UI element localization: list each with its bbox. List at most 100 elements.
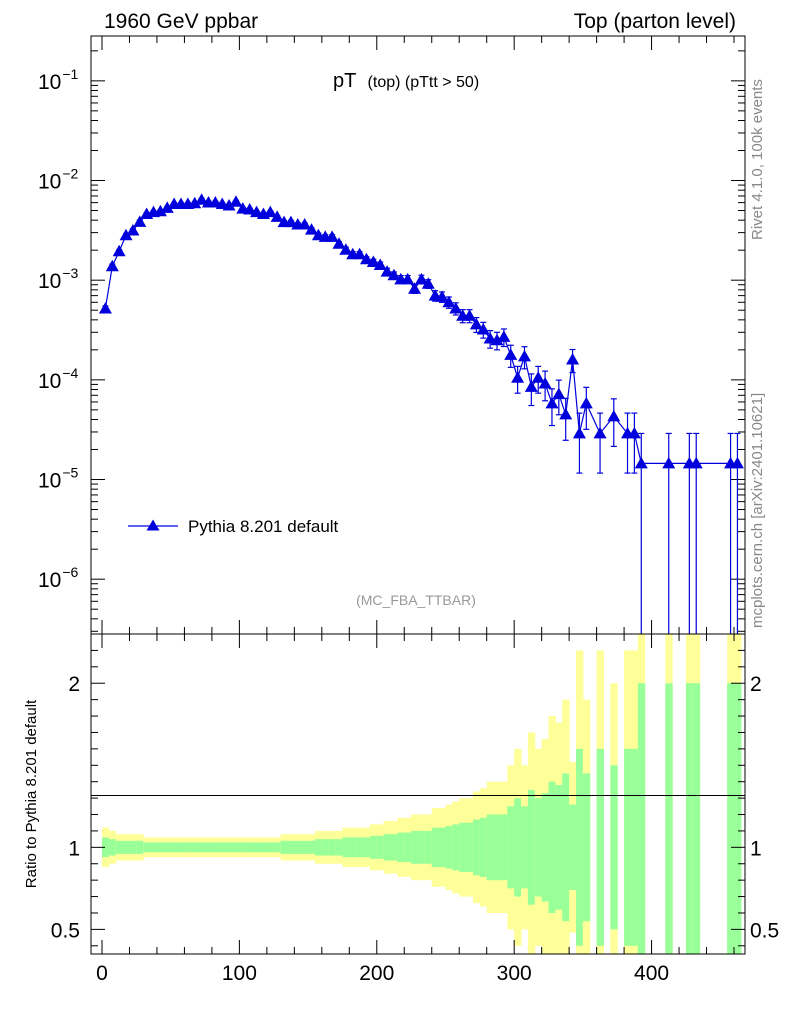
ratio-band-inner [150,842,158,853]
main-axis-ticks: 10−6 10−5 10−4 10−3 10−2 10−1 [38,50,745,632]
data-point [497,330,511,342]
ratio-band-inner [411,830,419,864]
data-point [435,290,449,302]
ratio-band-inner [205,842,213,853]
header-right-text: Top (parton level) [574,10,736,33]
data-point [229,195,243,207]
ratio-band-inner [184,842,192,853]
ratio-band-inner [630,748,639,946]
data-point [730,456,744,469]
data-point [401,272,415,285]
data-point [222,198,236,211]
ratio-band-inner [321,839,330,856]
data-point [332,237,346,249]
ratio-band-inner [294,840,302,854]
legend: Pythia 8.201 default [128,517,339,536]
ratio-band-inner [156,842,165,853]
ratio-band-inner [218,842,227,853]
ratio-band-inner [493,814,501,881]
ratio-panel: 0.5 0.5 1 1 2 2 Ratio to Pythia 8.201 default [23,633,779,955]
data-point [305,223,319,235]
data-point [504,348,518,360]
ratio-band-inner [479,817,488,877]
data-point [414,272,428,285]
ratio-band-inner [521,806,529,889]
x-tick-label: 300 [497,962,532,985]
ratio-band-inner [452,824,460,871]
ratio-band-inner [404,832,412,863]
data-point [408,282,422,294]
ratio-band-inner [527,789,536,905]
ratio-tick-label: 0.5 [51,919,80,942]
ratio-band-inner [734,683,742,954]
y-tick-label: 10−6 [38,564,79,592]
data-point [160,201,174,213]
x-tick-label: 0 [96,962,108,985]
watermark-text: (MC_FBA_TTBAR) [356,592,476,608]
ratio-tick-label-right: 2 [750,673,762,696]
ratio-tick-label: 2 [68,673,80,696]
ratio-band-inner [514,798,522,897]
data-point [627,426,641,439]
data-point [380,265,394,277]
data-point [98,301,112,314]
data-point [133,215,147,227]
main-plot-frame [90,35,746,635]
ratio-band-inner [459,822,467,872]
data-point [476,323,490,335]
data-point [353,247,367,260]
data-point [662,456,676,469]
ratio-band-inner [177,842,185,853]
main-panel: 10−6 10−5 10−4 10−3 10−2 10−1 pT (top) (pTtt … [38,35,746,635]
ratio-band-inner [692,683,701,954]
ratio-band-inner [280,840,288,854]
data-point [387,268,401,281]
ratio-axis-ticks: 0.5 0.5 1 1 2 2 [51,649,779,947]
x-axis-ticks: 0 100 200 300 400 [96,36,735,985]
legend-label: Pythia 8.201 default [188,517,339,536]
ratio-band-inner [383,834,392,861]
y-tick-label: 10−2 [38,166,79,194]
y-tick-label: 10−1 [38,66,79,94]
ratio-band-inner [418,830,426,864]
ratio-tick-label: 1 [68,837,80,860]
ratio-band-inner [562,773,570,922]
data-point [511,371,525,383]
data-point [579,396,593,409]
ratio-band-inner [211,842,220,853]
data-point [263,205,277,218]
ratio-band-inner [136,840,144,854]
ratio-band-inner [727,683,735,954]
data-point [298,217,312,230]
data-point [339,243,353,255]
data-point [593,426,607,439]
ratio-tick-label-right: 1 [750,837,762,860]
y-tick-label: 10−5 [38,465,79,493]
data-point [572,426,586,439]
data-point [270,210,284,222]
x-tick-label: 100 [222,962,257,985]
legend-marker [146,519,160,531]
ratio-band-inner [314,839,323,856]
ratio-band-inner [472,819,481,876]
data-point [607,409,621,422]
data-point [490,333,504,346]
plot-title: pT (top) (pTtt > 50) [333,70,479,92]
ratio-band-inner [246,842,254,853]
ratio-band-inner [576,748,584,946]
ratio-band-inner [369,835,378,859]
ratio-band-inner [266,842,275,853]
ratio-band-inner [596,748,604,946]
ratio-ylabel: Ratio to Pythia 8.201 default [23,699,40,888]
ratio-band-inner [555,784,563,910]
ratio-band-inner [424,830,433,864]
plot-title-main: pT [333,70,356,92]
ratio-band-inner [548,781,556,913]
ratio-band-inner [431,827,440,868]
ratio-band-inner [239,842,247,853]
ratio-band-inner [610,765,618,930]
data-point [359,252,373,265]
data-point [153,204,167,217]
ratio-band-inner [438,827,446,868]
